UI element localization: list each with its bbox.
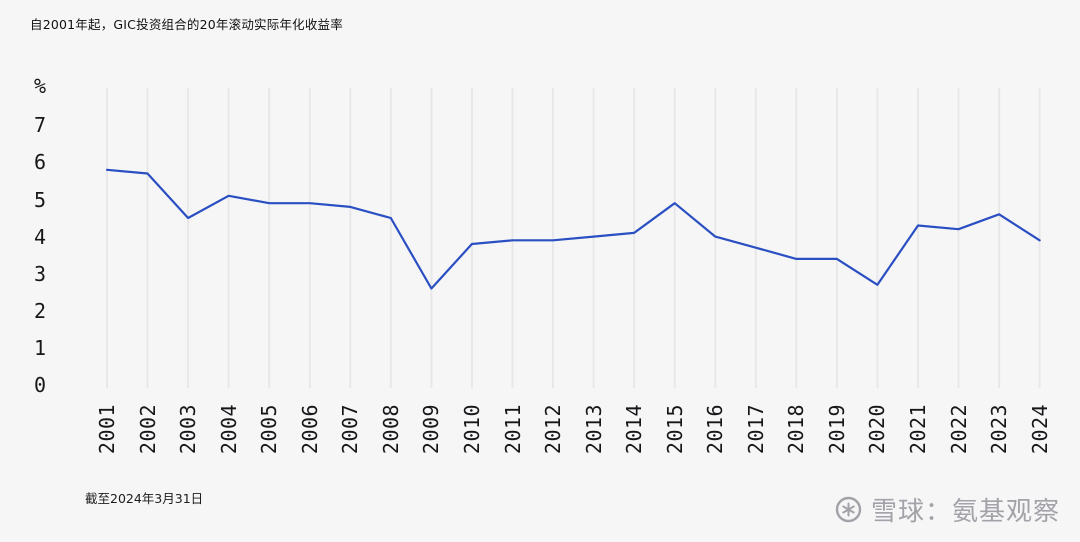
footer-note: 截至2024年3月31日 xyxy=(85,491,204,506)
y-tick-label: 2 xyxy=(34,299,47,323)
x-tick-text: 2003 xyxy=(176,403,201,455)
x-tick-label: 2012 xyxy=(533,392,573,466)
x-tick-text: 2012 xyxy=(541,403,566,455)
x-tick-label: 2014 xyxy=(614,392,654,466)
x-tick-label: 2004 xyxy=(209,392,249,466)
x-tick-label: 2022 xyxy=(939,392,979,466)
x-tick-label: 2017 xyxy=(736,392,776,466)
y-tick-label: 0 xyxy=(34,373,47,397)
plot-svg xyxy=(105,88,1041,388)
x-tick-label: 2010 xyxy=(452,392,492,466)
x-tick-label: 2003 xyxy=(168,392,208,466)
x-tick-text: 2007 xyxy=(338,403,363,455)
series-line xyxy=(105,168,1041,290)
x-tick-label: 2019 xyxy=(817,392,857,466)
x-tick-text: 2023 xyxy=(987,403,1012,455)
x-tick-text: 2019 xyxy=(825,403,850,455)
x-tick-label: 2020 xyxy=(857,392,897,466)
y-tick-label: 6 xyxy=(34,150,47,174)
x-tick-text: 2002 xyxy=(136,403,161,455)
x-tick-text: 2011 xyxy=(501,403,526,455)
x-tick-label: 2007 xyxy=(330,392,370,466)
x-tick-text: 2021 xyxy=(906,403,931,455)
x-tick-text: 2016 xyxy=(703,403,728,455)
x-tick-label: 2021 xyxy=(898,392,938,466)
y-tick-label: 7 xyxy=(34,113,47,137)
x-tick-text: 2014 xyxy=(622,403,647,455)
x-tick-text: 2018 xyxy=(784,403,809,455)
x-tick-label: 2008 xyxy=(371,392,411,466)
x-tick-text: 2013 xyxy=(582,403,607,455)
x-tick-text: 2006 xyxy=(298,403,323,455)
x-tick-text: 2015 xyxy=(663,403,688,455)
x-tick-label: 2016 xyxy=(695,392,735,466)
x-tick-label: 2018 xyxy=(776,392,816,466)
x-tick-text: 2010 xyxy=(460,403,485,455)
x-tick-label: 2024 xyxy=(1020,392,1060,466)
y-tick-label: 4 xyxy=(34,225,47,249)
x-tick-label: 2013 xyxy=(574,392,614,466)
x-tick-label: 2006 xyxy=(290,392,330,466)
x-tick-label: 2011 xyxy=(493,392,533,466)
watermark-text: 雪球：氨基观察 xyxy=(870,497,1060,527)
watermark: 雪球：氨基观察 xyxy=(835,491,1060,528)
x-tick-text: 2001 xyxy=(95,403,120,455)
x-tick-label: 2005 xyxy=(249,392,289,466)
chart-title: 自2001年起，GIC投资组合的20年滚动实际年化收益率 xyxy=(30,17,343,32)
y-axis-unit-label: % xyxy=(34,74,47,98)
x-tick-text: 2024 xyxy=(1028,403,1053,455)
xueqiu-logo-icon xyxy=(835,496,862,523)
x-tick-text: 2005 xyxy=(257,403,282,455)
x-tick-text: 2020 xyxy=(865,403,890,455)
x-tick-text: 2008 xyxy=(379,403,404,455)
y-tick-label: 1 xyxy=(34,336,47,360)
x-tick-text: 2009 xyxy=(419,403,444,455)
x-tick-text: 2017 xyxy=(744,403,769,455)
x-tick-label: 2015 xyxy=(655,392,695,466)
y-tick-label: 5 xyxy=(34,188,47,212)
x-tick-label: 2023 xyxy=(979,392,1019,466)
x-tick-label: 2009 xyxy=(411,392,451,466)
y-tick-label: 3 xyxy=(34,262,47,286)
x-tick-label: 2001 xyxy=(87,392,127,466)
x-tick-text: 2004 xyxy=(217,403,242,455)
x-tick-label: 2002 xyxy=(128,392,168,466)
x-tick-text: 2022 xyxy=(947,403,972,455)
